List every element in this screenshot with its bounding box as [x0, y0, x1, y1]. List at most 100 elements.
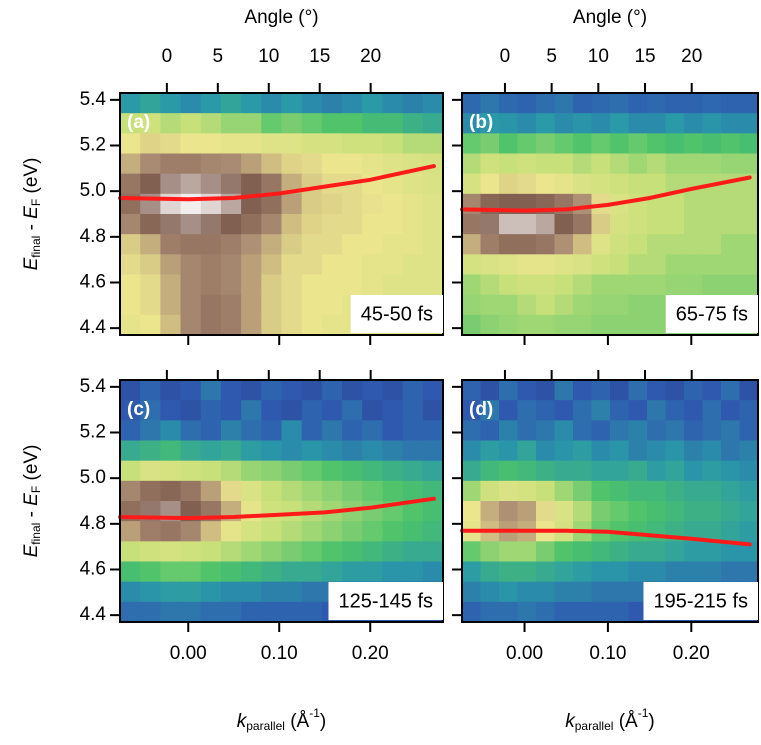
heatmap-cell: [739, 420, 759, 442]
heatmap-cell: [342, 480, 363, 502]
heatmap-cell: [610, 173, 630, 195]
y-tick-label: 5.4: [80, 89, 107, 110]
heatmap-cell: [554, 254, 574, 276]
heatmap-cell: [402, 501, 424, 522]
heatmap-cell: [554, 460, 574, 482]
heatmap-cell: [647, 440, 667, 462]
label-part: -: [21, 219, 42, 236]
heatmap-cell: [382, 380, 404, 401]
heatmap-cell: [301, 113, 323, 134]
heatmap-cell: [200, 173, 222, 195]
heatmap-cell: [739, 460, 759, 482]
heatmap-cell: [321, 420, 343, 442]
heatmap-cell: [241, 561, 262, 583]
heatmap-cell: [536, 601, 556, 623]
label-part: (eV): [21, 158, 42, 199]
x-axis-label: kparallel (Å-1): [565, 706, 654, 733]
plot-frame: [119, 379, 444, 623]
heatmap-cell: [499, 501, 519, 522]
label-part: (eV): [21, 445, 42, 486]
heatmap-cell: [480, 153, 500, 175]
heatmap-cell: [402, 274, 424, 296]
heatmap-cell: [362, 380, 384, 401]
heatmap-cell: [739, 153, 759, 175]
heatmap-cell: [241, 460, 262, 482]
heatmap-cell: [241, 501, 262, 522]
heatmap-cell: [702, 480, 722, 502]
heatmap-cell: [517, 274, 537, 296]
heatmap-cell: [517, 294, 537, 316]
heatmap-cell: [382, 440, 404, 462]
heatmap-cell: [628, 294, 648, 316]
heatmap-cell: [281, 93, 303, 114]
heatmap-cell: [261, 193, 283, 215]
heatmap-cell: [241, 254, 262, 276]
label-part: E: [21, 544, 42, 557]
heatmap-cell: [261, 521, 283, 542]
heatmap-cell: [462, 581, 482, 603]
heatmap-cell: [739, 400, 759, 421]
heatmap-cell: [180, 440, 202, 462]
heatmap-cell: [462, 93, 482, 114]
heatmap-cell: [342, 561, 363, 583]
heatmap-cell: [140, 400, 161, 421]
heatmap-cell: [499, 133, 519, 155]
heatmap-cell: [281, 254, 303, 276]
heatmap-cell: [665, 234, 685, 255]
heatmap-cell: [684, 561, 704, 583]
heatmap-cell: [739, 274, 759, 296]
heatmap-cell: [261, 314, 283, 336]
heatmap-cell: [281, 380, 303, 401]
heatmap-cell: [665, 440, 685, 462]
heatmap-cell: [702, 133, 722, 155]
label-part: final: [29, 236, 43, 258]
heatmap-cell: [200, 113, 222, 134]
heatmap-cell: [382, 541, 404, 563]
heatmap-cell: [321, 113, 343, 134]
heatmap-cell: [573, 601, 593, 623]
heatmap-cell: [554, 380, 574, 401]
heatmap-cell: [684, 380, 704, 401]
heatmap-cell: [120, 173, 141, 195]
plot-frame: [461, 92, 759, 336]
heatmap-cell: [422, 234, 444, 255]
heatmap-cell: [628, 173, 648, 195]
heatmap-cell: [517, 581, 537, 603]
label-part: ): [648, 711, 654, 732]
heatmap-cell: [422, 113, 444, 134]
heatmap-cell: [499, 254, 519, 276]
y-tick-label: 4.6: [80, 559, 106, 580]
heatmap-cell: [610, 294, 630, 316]
heatmap-cell: [241, 581, 262, 603]
heatmap-cell: [628, 420, 648, 442]
heatmap-cell: [554, 294, 574, 316]
heatmap-cell: [739, 541, 759, 563]
heatmap-cell: [422, 440, 444, 462]
heatmap-cell: [721, 380, 741, 401]
heatmap-cell: [241, 601, 262, 623]
heatmap-cell: [342, 420, 363, 442]
heatmap-cell: [220, 314, 242, 336]
heatmap-cell: [180, 521, 202, 542]
heatmap-cell: [422, 133, 444, 155]
heatmap-cell: [647, 133, 667, 155]
heatmap-cell: [591, 133, 611, 155]
heatmap-cell: [261, 400, 283, 421]
heatmap-cell: [721, 234, 741, 255]
heatmap-cell: [628, 234, 648, 255]
heatmap-cell: [160, 601, 182, 623]
heatmap-cell: [591, 400, 611, 421]
heatmap-cell: [301, 93, 323, 114]
panel-label: (d): [469, 399, 493, 420]
heatmap-cell: [702, 214, 722, 235]
heatmap-cell: [591, 561, 611, 583]
heatmap-cell: [140, 521, 161, 542]
heatmap-cell: [342, 214, 363, 235]
heatmap-cell: [517, 400, 537, 421]
heatmap-cell: [573, 480, 593, 502]
heatmap-cell: [160, 581, 182, 603]
heatmap-cell: [610, 133, 630, 155]
heatmap-cell: [200, 440, 222, 462]
heatmap-cell: [665, 460, 685, 482]
heatmap-cell: [721, 93, 741, 114]
